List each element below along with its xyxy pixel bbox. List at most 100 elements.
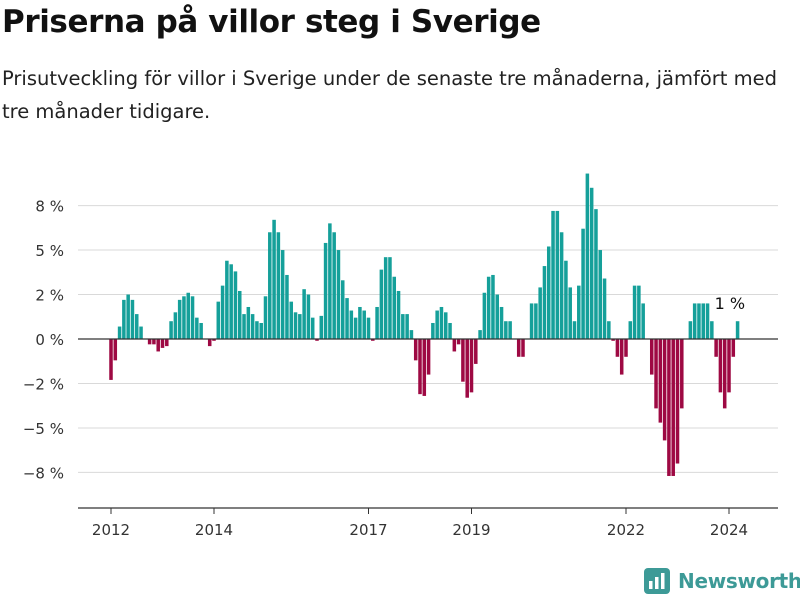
x-tick-label: 2014: [195, 521, 233, 539]
bar: [405, 314, 409, 339]
bar: [315, 339, 319, 341]
bar: [611, 339, 615, 341]
bar: [268, 232, 272, 339]
bar: [195, 317, 199, 339]
bar: [452, 339, 457, 352]
bar: [182, 296, 186, 339]
y-tick-label: −8 %: [23, 464, 64, 482]
bar: [594, 209, 598, 339]
bar: [461, 339, 465, 382]
bar: [362, 310, 366, 339]
y-tick-label: 0 %: [35, 331, 64, 349]
bar: [469, 339, 474, 393]
bar: [499, 306, 504, 339]
bar: [336, 250, 341, 339]
y-tick-label: −5 %: [23, 420, 64, 438]
bar: [216, 301, 221, 339]
bar: [474, 339, 478, 364]
bar: [225, 260, 229, 339]
bar: [529, 303, 534, 339]
data-label-latest: 1 %: [715, 294, 745, 313]
y-tick-label: −2 %: [23, 375, 64, 393]
bar: [237, 290, 242, 339]
bar: [727, 339, 731, 393]
bar: [259, 322, 263, 339]
bar: [328, 223, 332, 339]
bar: [705, 303, 710, 339]
bar: [319, 315, 324, 339]
bar: [465, 339, 469, 398]
bar: [654, 339, 658, 409]
bar: [585, 173, 590, 339]
bar: [435, 310, 439, 339]
bar: [538, 287, 542, 339]
bar: [186, 292, 191, 339]
bar: [443, 312, 448, 339]
bar: [448, 322, 452, 339]
bar: [491, 274, 495, 339]
y-tick-label: 2 %: [35, 287, 64, 305]
bar: [109, 339, 113, 380]
bar: [229, 264, 233, 339]
newsworthy-logo-icon: [644, 568, 670, 594]
bar: [628, 321, 633, 339]
bar: [418, 339, 422, 395]
bar: [122, 299, 126, 339]
axes: [78, 338, 778, 514]
chart-subtitle: Prisutveckling för villor i Sverige unde…: [2, 67, 778, 123]
bar: [731, 339, 736, 357]
bar: [607, 321, 611, 339]
bar: [401, 314, 405, 339]
bar: [263, 296, 268, 339]
bar: [276, 232, 281, 339]
bar: [422, 339, 427, 396]
bar: [637, 285, 641, 339]
bar: [366, 317, 371, 339]
bar: [439, 306, 444, 339]
bar: [641, 303, 645, 339]
bar: [340, 280, 345, 339]
bar: [332, 232, 336, 339]
bar: [680, 339, 684, 409]
bar: [718, 339, 723, 393]
bar: [379, 269, 384, 339]
bar: [598, 250, 603, 339]
newsworthy-logo: Newsworthy: [644, 568, 800, 594]
bar: [358, 306, 362, 339]
bar: [383, 257, 388, 339]
bar: [602, 278, 607, 339]
bar: [486, 276, 491, 339]
bar: [160, 339, 165, 348]
bar: [323, 242, 328, 339]
bar: [521, 339, 525, 357]
bar: [735, 321, 740, 339]
bar: [516, 339, 521, 357]
bar: [190, 296, 195, 339]
y-tick-label: 5 %: [35, 242, 64, 260]
bar: [255, 321, 259, 339]
bar: [697, 303, 701, 339]
bar: [534, 303, 538, 339]
newsworthy-logo-text: Newsworthy: [678, 569, 800, 593]
bar: [152, 339, 156, 345]
bar: [392, 276, 397, 339]
bar: [212, 339, 216, 341]
bar: [546, 246, 551, 339]
tick-labels: 8 % 5 % 2 % 0 % −2 % −5 % −8 % 2012 2014 2017 2019…: [23, 198, 748, 539]
bar: [134, 314, 139, 339]
bar: [619, 339, 624, 375]
bar: [413, 339, 418, 361]
bar: [298, 314, 302, 339]
bar: [495, 294, 500, 339]
bar: [173, 312, 178, 339]
bar: [169, 321, 173, 339]
bar: [581, 228, 585, 339]
bar: [375, 306, 379, 339]
bar: [250, 314, 255, 339]
bar: [551, 210, 555, 339]
bar: [139, 326, 143, 339]
bar: [306, 294, 311, 339]
bar: [692, 303, 697, 339]
bar: [577, 285, 581, 339]
bar: [662, 339, 667, 441]
